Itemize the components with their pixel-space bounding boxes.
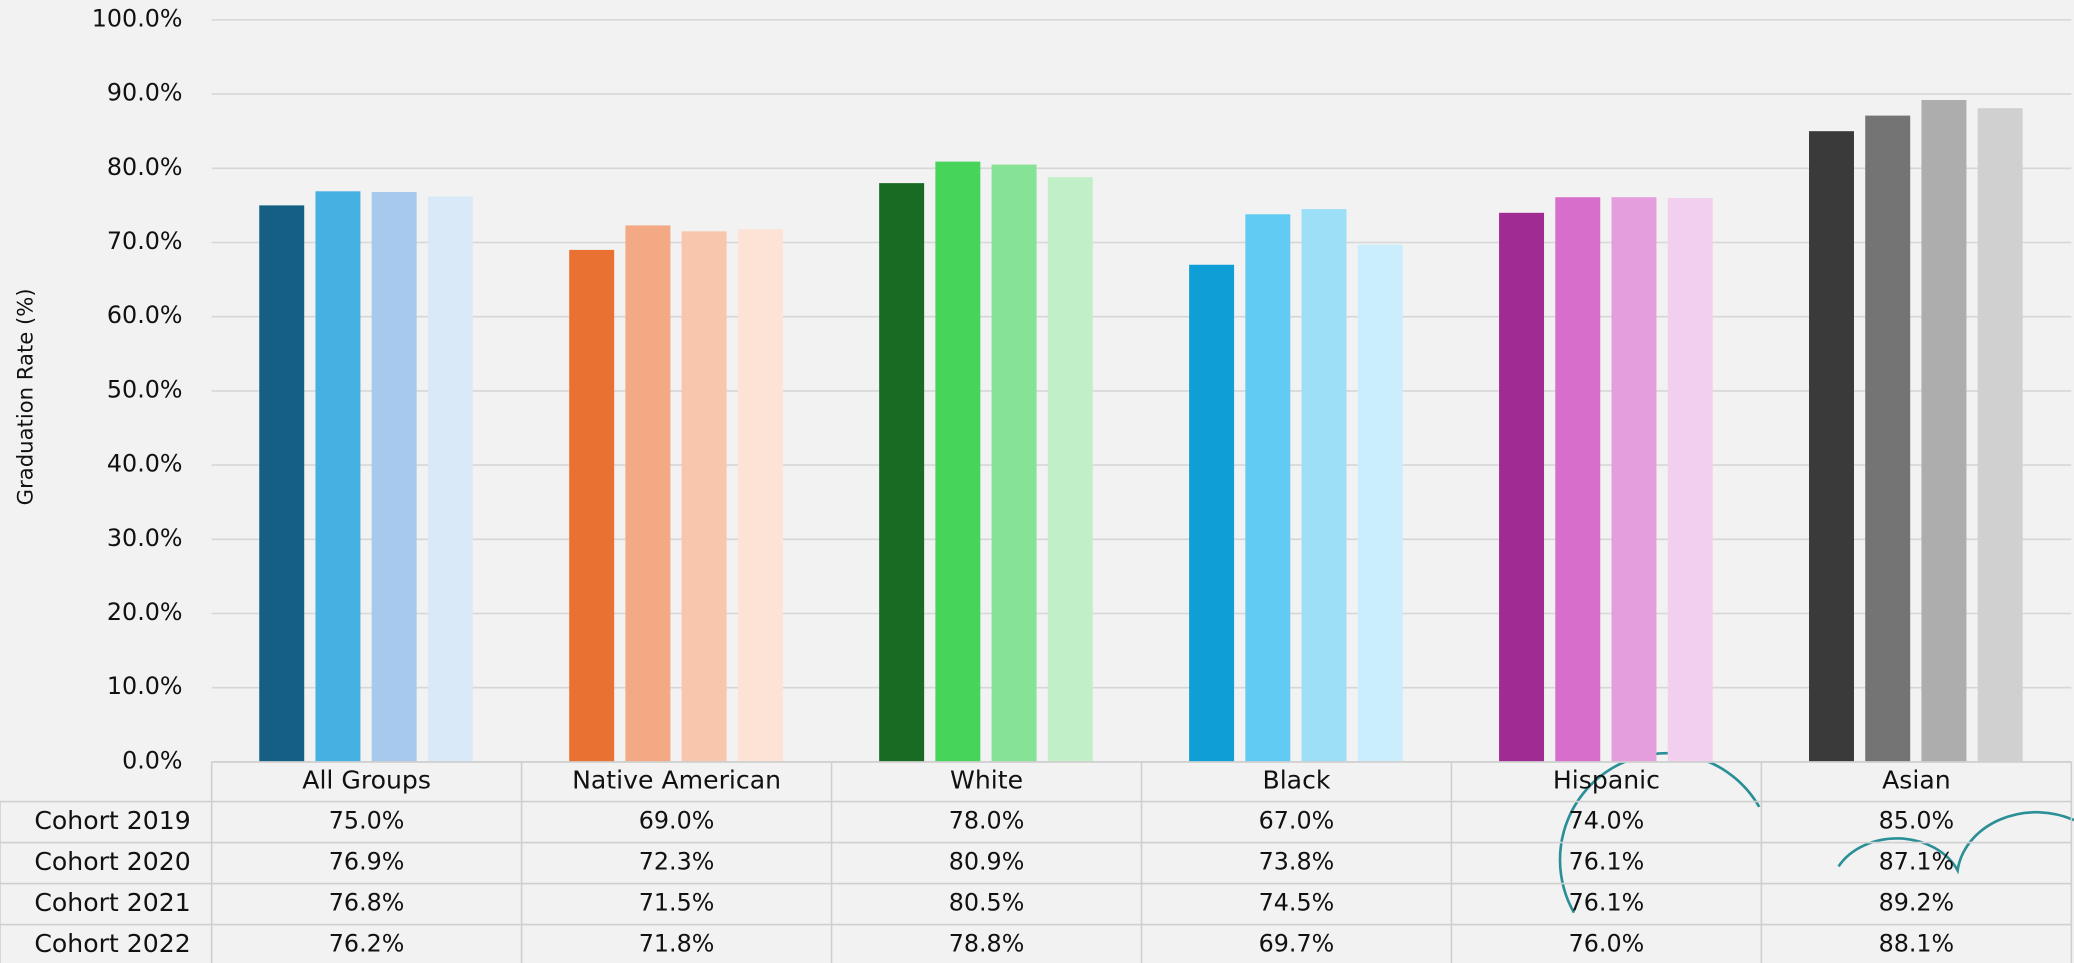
value-label: 80.9% (949, 848, 1025, 876)
value-label: 87.1% (1879, 848, 1955, 876)
value-label: 75.0% (329, 807, 405, 835)
y-axis-label: Graduation Rate (%) (12, 288, 37, 505)
category-label: Native American (572, 766, 781, 795)
y-tick-label: 10.0% (107, 672, 183, 700)
bar (1301, 209, 1347, 762)
bar (1555, 197, 1601, 762)
bar (427, 196, 473, 762)
category-label: Hispanic (1553, 766, 1660, 795)
bar (371, 192, 417, 762)
bar (1189, 264, 1235, 762)
bar (935, 161, 981, 762)
category-label: All Groups (302, 766, 431, 795)
bar (737, 229, 783, 762)
value-label: 67.0% (1259, 807, 1335, 835)
bar (991, 164, 1037, 762)
row-label: Cohort 2022 (34, 929, 190, 958)
y-tick-label: 20.0% (107, 598, 183, 626)
value-label: 89.2% (1879, 889, 1955, 917)
bar (1245, 214, 1291, 762)
bar (259, 205, 305, 762)
value-label: 76.8% (329, 889, 405, 917)
value-label: 71.8% (639, 930, 715, 958)
category-label: White (950, 766, 1023, 795)
bar (1667, 197, 1713, 762)
bar (879, 183, 925, 762)
bar (625, 225, 671, 762)
y-tick-label: 0.0% (122, 746, 182, 774)
bar (315, 191, 361, 762)
value-label: 72.3% (639, 848, 715, 876)
bar (1809, 131, 1854, 762)
value-label: 69.0% (639, 807, 715, 835)
bar (1977, 108, 2023, 762)
value-label: 76.0% (1569, 930, 1645, 958)
value-label: 76.2% (329, 930, 405, 958)
bar (569, 249, 615, 762)
value-label: 73.8% (1259, 848, 1335, 876)
value-label: 76.1% (1569, 848, 1645, 876)
bar (1611, 197, 1657, 762)
y-tick-label: 30.0% (107, 524, 183, 552)
value-label: 74.0% (1569, 807, 1645, 835)
value-label: 69.7% (1259, 930, 1335, 958)
row-label: Cohort 2021 (34, 888, 190, 917)
bar (1499, 212, 1545, 762)
bar (1865, 115, 1911, 762)
value-label: 88.1% (1879, 930, 1955, 958)
y-tick-label: 50.0% (107, 375, 183, 403)
value-label: 74.5% (1259, 889, 1335, 917)
bar (681, 231, 727, 762)
value-label: 76.1% (1569, 889, 1645, 917)
row-label: Cohort 2019 (34, 806, 190, 835)
row-label: Cohort 2020 (34, 847, 190, 876)
value-label: 80.5% (949, 889, 1025, 917)
bar (1921, 100, 1967, 762)
y-tick-label: 70.0% (107, 227, 183, 255)
bar (1047, 177, 1093, 762)
value-label: 76.9% (329, 848, 405, 876)
y-tick-label: 100.0% (92, 4, 183, 32)
y-tick-label: 90.0% (107, 79, 183, 107)
y-tick-label: 80.0% (107, 153, 183, 181)
category-label: Black (1262, 766, 1330, 795)
bar (1357, 244, 1403, 762)
value-label: 78.0% (949, 807, 1025, 835)
y-tick-label: 40.0% (107, 450, 183, 478)
value-label: 78.8% (949, 930, 1025, 958)
y-tick-label: 60.0% (107, 301, 183, 329)
value-label: 85.0% (1879, 807, 1955, 835)
value-label: 71.5% (639, 889, 715, 917)
category-label: Asian (1882, 766, 1951, 795)
